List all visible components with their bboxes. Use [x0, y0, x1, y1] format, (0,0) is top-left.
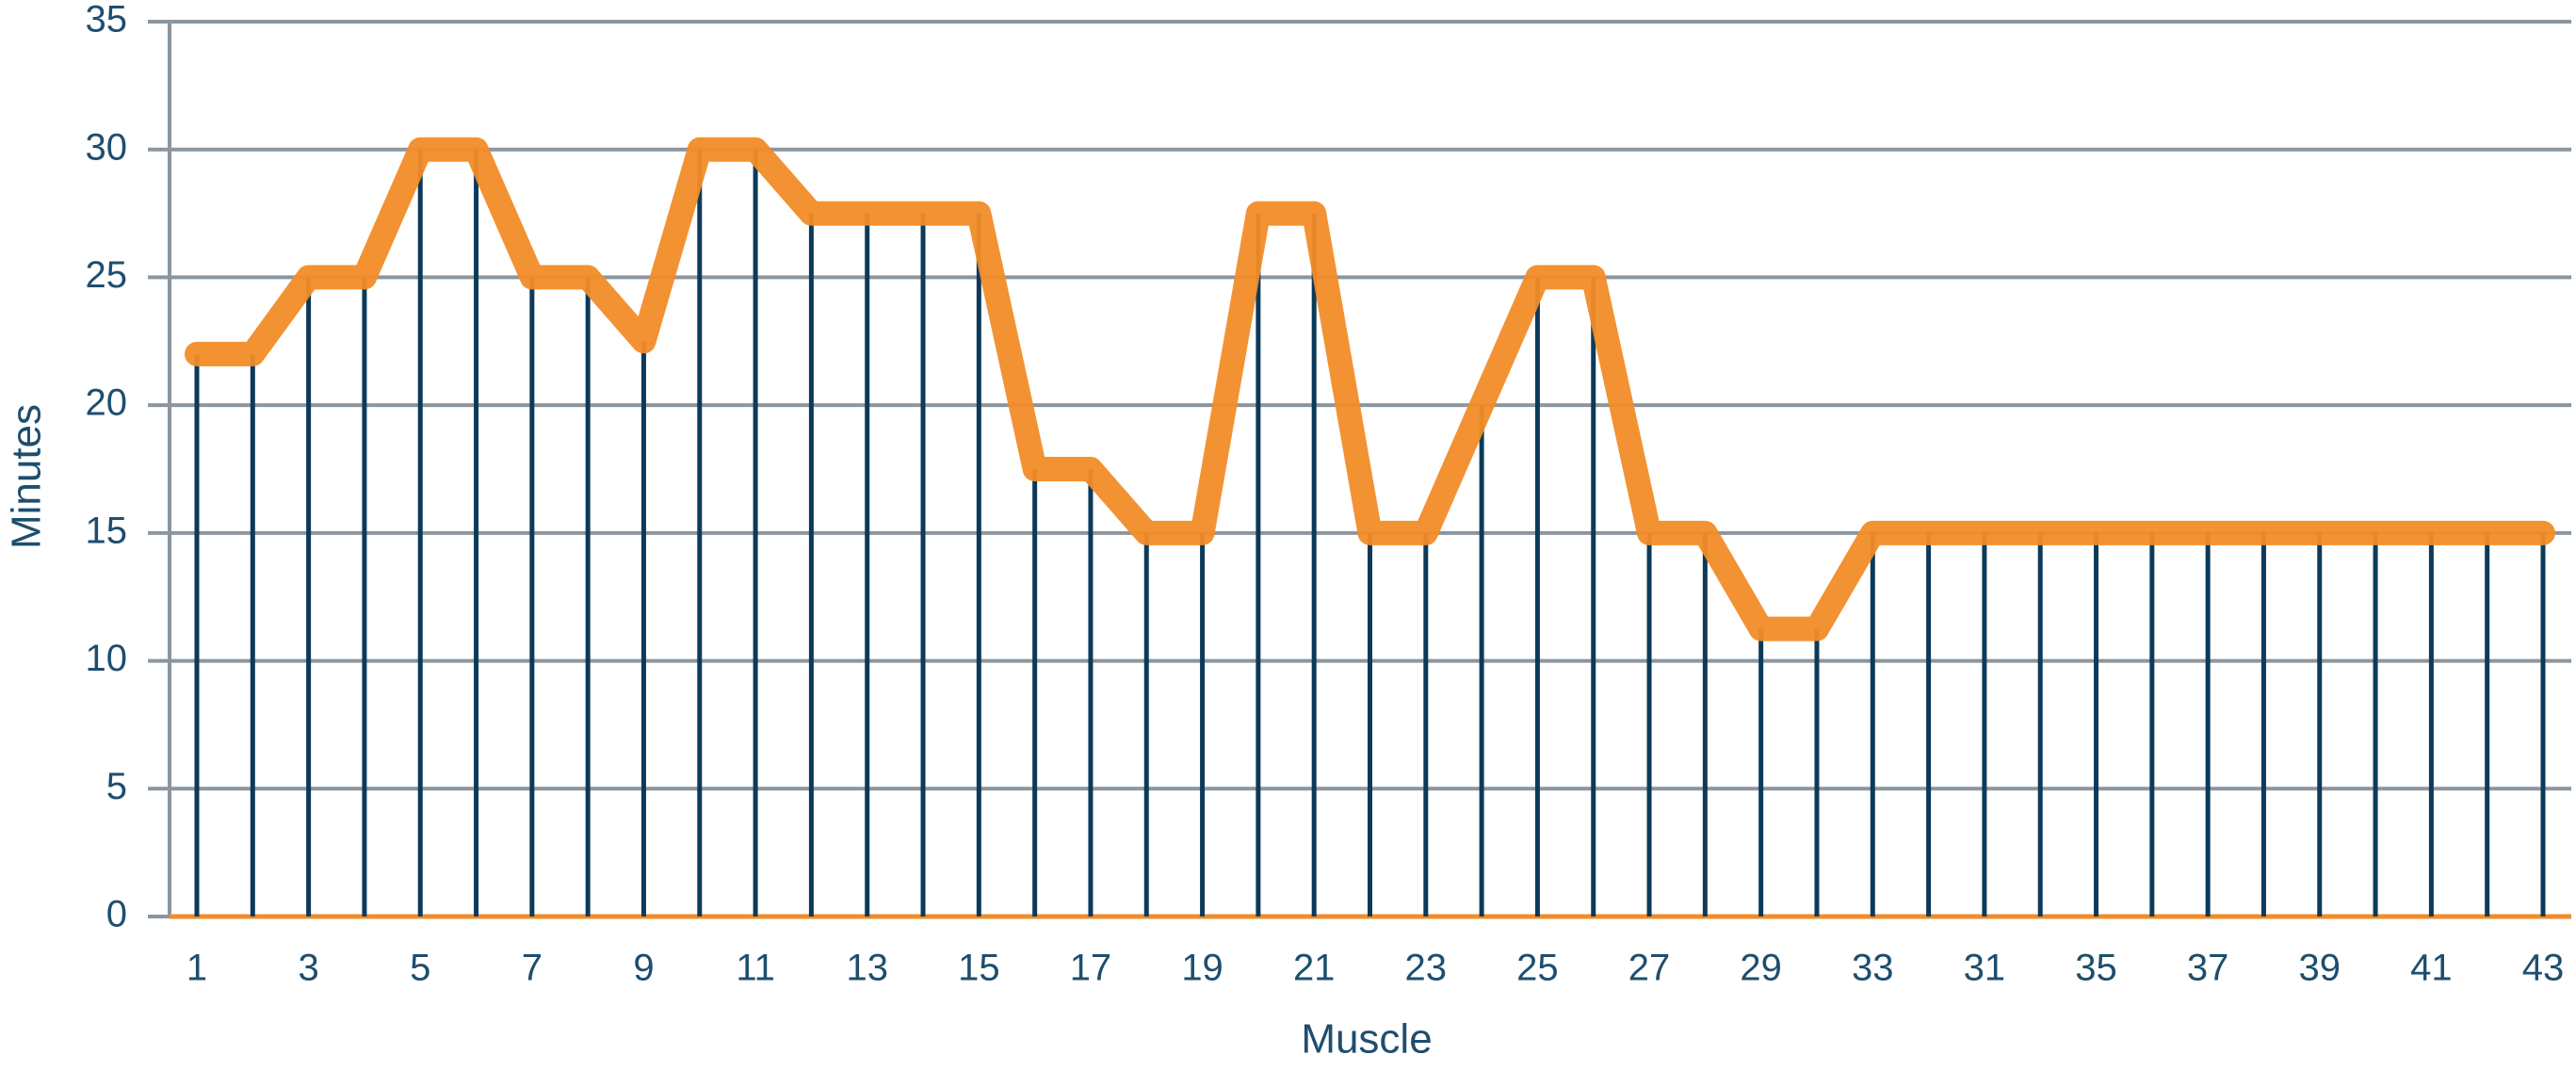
x-tick-label: 15	[958, 948, 1000, 989]
y-tick-label: 15	[86, 510, 128, 551]
x-axis-label: Muscle	[1301, 1016, 1432, 1063]
y-tick-label: 10	[86, 638, 128, 679]
x-tick-label: 19	[1181, 948, 1223, 989]
x-tick-label: 31	[1964, 948, 2006, 989]
x-tick-label: 23	[1405, 948, 1448, 989]
x-tick-label: 1	[186, 948, 207, 989]
x-tick-label: 17	[1070, 948, 1112, 989]
y-tick-label: 35	[86, 0, 128, 41]
y-axis-label: Minutes	[4, 404, 50, 549]
x-tick-label: 21	[1293, 948, 1336, 989]
x-tick-label: 33	[1852, 948, 1894, 989]
y-tick-label: 30	[86, 126, 128, 168]
x-tick-label: 39	[2299, 948, 2341, 989]
x-tick-label: 35	[2075, 948, 2117, 989]
x-tick-label: 43	[2522, 948, 2565, 989]
x-tick-label: 41	[2410, 948, 2453, 989]
x-tick-label: 9	[633, 948, 654, 989]
x-tick-label: 13	[846, 948, 888, 989]
x-tick-label: 7	[522, 948, 543, 989]
x-tick-label: 25	[1516, 948, 1559, 989]
x-tick-label: 5	[410, 948, 430, 989]
y-tick-label: 5	[106, 766, 127, 807]
x-tick-label: 27	[1628, 948, 1671, 989]
x-tick-label: 11	[736, 948, 775, 989]
x-tick-label: 37	[2187, 948, 2229, 989]
y-tick-label: 25	[86, 254, 128, 296]
y-tick-label: 0	[106, 894, 127, 935]
x-tick-label: 3	[298, 948, 318, 989]
line	[185, 137, 2555, 641]
y-tick-label: 20	[86, 382, 128, 424]
x-tick-label: 29	[1740, 948, 1782, 989]
